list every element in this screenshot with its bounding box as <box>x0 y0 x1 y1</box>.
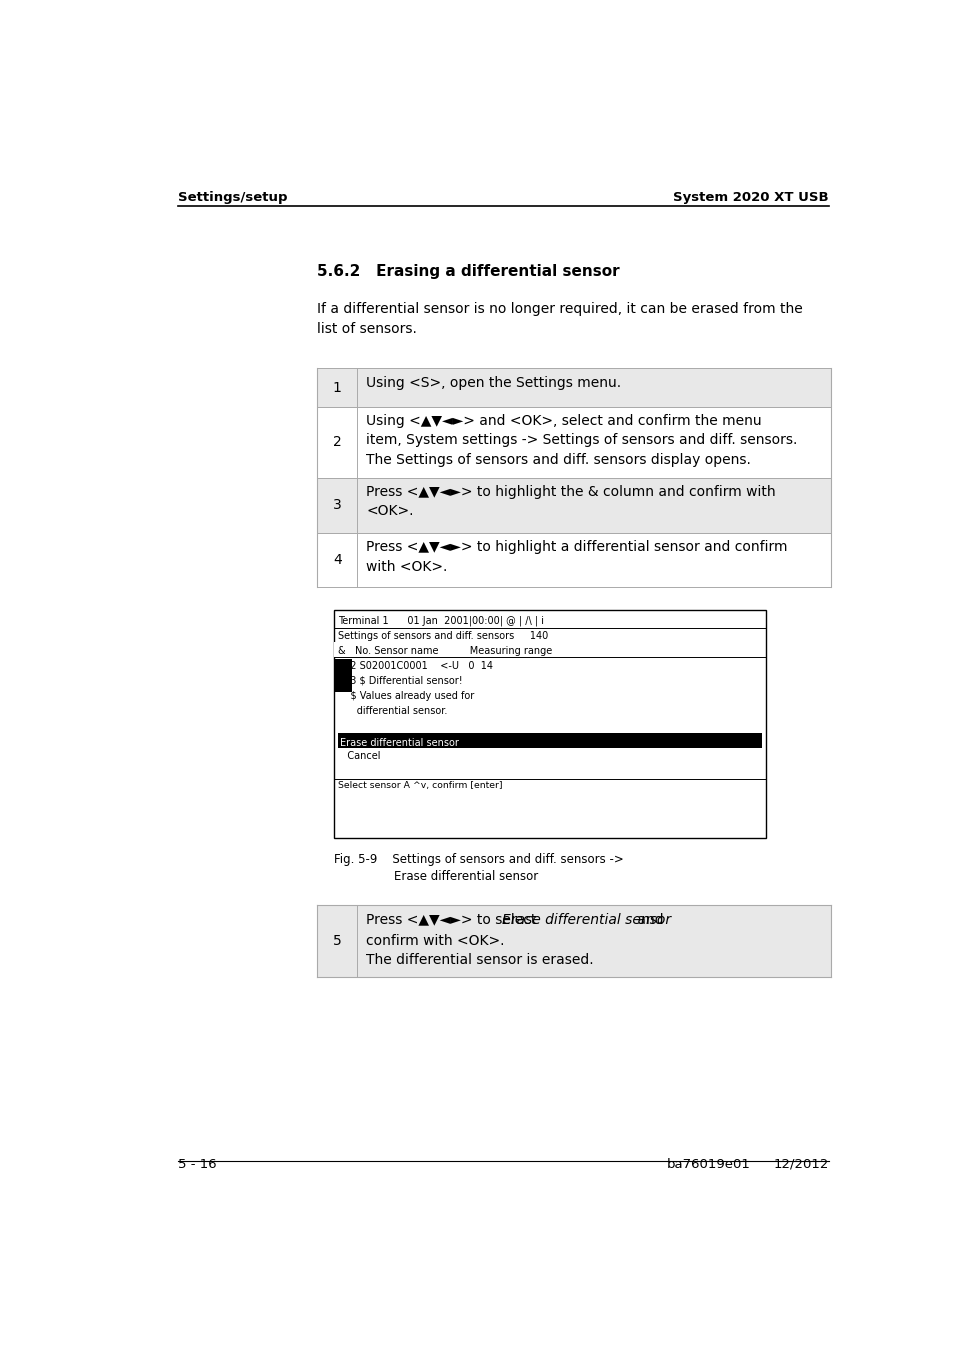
Text: 4: 4 <box>333 554 341 567</box>
Text: $ Values already used for: $ Values already used for <box>337 691 474 701</box>
Text: confirm with <OK>.: confirm with <OK>. <box>366 934 504 948</box>
Text: Cancel: Cancel <box>337 751 380 760</box>
Bar <box>334 610 765 838</box>
Bar <box>317 533 830 587</box>
Text: Fig. 5-9    Settings of sensors and diff. sensors ->: Fig. 5-9 Settings of sensors and diff. s… <box>334 853 622 865</box>
Text: 1: 1 <box>333 381 341 394</box>
Text: Settings/setup: Settings/setup <box>178 190 288 204</box>
Text: System 2020 XT USB: System 2020 XT USB <box>673 190 828 204</box>
Bar <box>317 369 830 406</box>
Bar <box>335 659 352 693</box>
Text: differential sensor.: differential sensor. <box>337 706 447 716</box>
Text: Settings of sensors and diff. sensors     140: Settings of sensors and diff. sensors 14… <box>337 630 548 640</box>
Bar <box>317 406 830 478</box>
Text: Using <S>, open the Settings menu.: Using <S>, open the Settings menu. <box>366 377 620 390</box>
Text: 2: 2 <box>333 435 341 450</box>
Bar <box>335 643 764 657</box>
Text: Using <▲▼◄►> and <OK>, select and confirm the menu
item, System settings -> Sett: Using <▲▼◄►> and <OK>, select and confir… <box>366 414 797 467</box>
Bar <box>317 904 830 976</box>
Text: Erase differential sensor: Erase differential sensor <box>334 871 537 883</box>
Text: 5 - 16: 5 - 16 <box>178 1158 216 1170</box>
Text: ba76019e01: ba76019e01 <box>666 1158 749 1170</box>
Text: 3: 3 <box>333 498 341 513</box>
Text: Press <▲▼◄►> to highlight a differential sensor and confirm
with <OK>.: Press <▲▼◄►> to highlight a differential… <box>366 540 787 574</box>
Text: Press <▲▼◄►> to select: Press <▲▼◄►> to select <box>366 913 540 926</box>
Text: The differential sensor is erased.: The differential sensor is erased. <box>366 953 593 967</box>
Text: Select sensor A ^v, confirm [enter]: Select sensor A ^v, confirm [enter] <box>337 782 502 791</box>
Bar <box>317 478 830 533</box>
Text: 12/2012: 12/2012 <box>773 1158 828 1170</box>
Text: S03 $ Differential sensor!: S03 $ Differential sensor! <box>337 675 462 686</box>
Text: If a differential sensor is no longer required, it can be erased from the
list o: If a differential sensor is no longer re… <box>317 302 802 336</box>
Text: Erase differential sensor: Erase differential sensor <box>339 738 458 748</box>
Text: 5.6.2   Erasing a differential sensor: 5.6.2 Erasing a differential sensor <box>317 263 619 278</box>
Text: Terminal 1      01 Jan  2001|00:00| @ | /\ | i: Terminal 1 01 Jan 2001|00:00| @ | /\ | i <box>337 616 543 626</box>
Text: and: and <box>632 913 662 926</box>
Text: Press <▲▼◄►> to highlight the & column and confirm with
<OK>.: Press <▲▼◄►> to highlight the & column a… <box>366 485 775 518</box>
Text: S02 S02001C0001    <-U   0  14: S02 S02001C0001 <-U 0 14 <box>337 660 493 671</box>
Text: 5: 5 <box>333 934 341 948</box>
Text: &   No. Sensor name          Measuring range: & No. Sensor name Measuring range <box>337 645 552 656</box>
Text: Erase differential sensor: Erase differential sensor <box>501 913 670 926</box>
Bar <box>338 733 760 748</box>
